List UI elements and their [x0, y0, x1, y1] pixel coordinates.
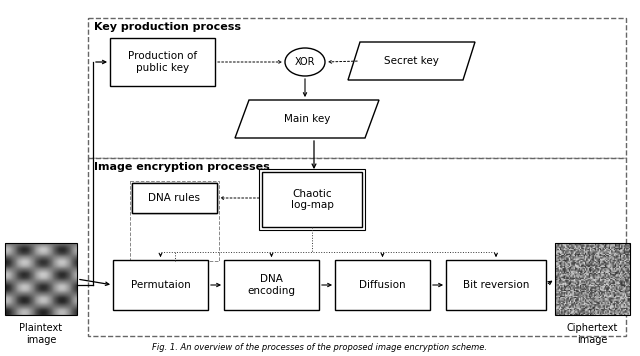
- Text: Key production process: Key production process: [94, 22, 241, 32]
- Text: Fig. 1. An overview of the processes of the proposed image encryption scheme.: Fig. 1. An overview of the processes of …: [152, 343, 488, 352]
- Text: Chaotic
log-map: Chaotic log-map: [291, 189, 333, 210]
- Text: DNA rules: DNA rules: [148, 193, 200, 203]
- Text: Production of
public key: Production of public key: [128, 51, 197, 73]
- Bar: [335, 260, 430, 310]
- Text: DNA
encoding: DNA encoding: [248, 274, 296, 296]
- Polygon shape: [132, 183, 217, 213]
- Bar: [5, 243, 77, 315]
- Bar: [110, 38, 215, 86]
- Text: Secret key: Secret key: [384, 56, 439, 66]
- Bar: [555, 243, 630, 315]
- Text: Bit reversion: Bit reversion: [463, 280, 529, 290]
- Bar: [132, 183, 217, 213]
- Bar: [88, 18, 626, 158]
- Text: Ciphertext
image: Ciphertext image: [567, 323, 618, 345]
- Bar: [130, 181, 219, 261]
- Text: Main key: Main key: [284, 114, 330, 124]
- Polygon shape: [235, 100, 379, 138]
- Text: DNA rules: DNA rules: [150, 193, 199, 203]
- Bar: [262, 172, 362, 227]
- Bar: [446, 260, 546, 310]
- Bar: [88, 158, 626, 336]
- Text: Image encryption processes: Image encryption processes: [94, 162, 269, 172]
- Ellipse shape: [285, 48, 325, 76]
- Text: XOR: XOR: [295, 57, 316, 67]
- Text: Diffusion: Diffusion: [359, 280, 406, 290]
- Bar: [113, 260, 208, 310]
- Text: Plaintext
image: Plaintext image: [19, 323, 63, 345]
- Bar: [224, 260, 319, 310]
- Text: Permutaion: Permutaion: [131, 280, 190, 290]
- Bar: [259, 169, 365, 230]
- Polygon shape: [348, 42, 475, 80]
